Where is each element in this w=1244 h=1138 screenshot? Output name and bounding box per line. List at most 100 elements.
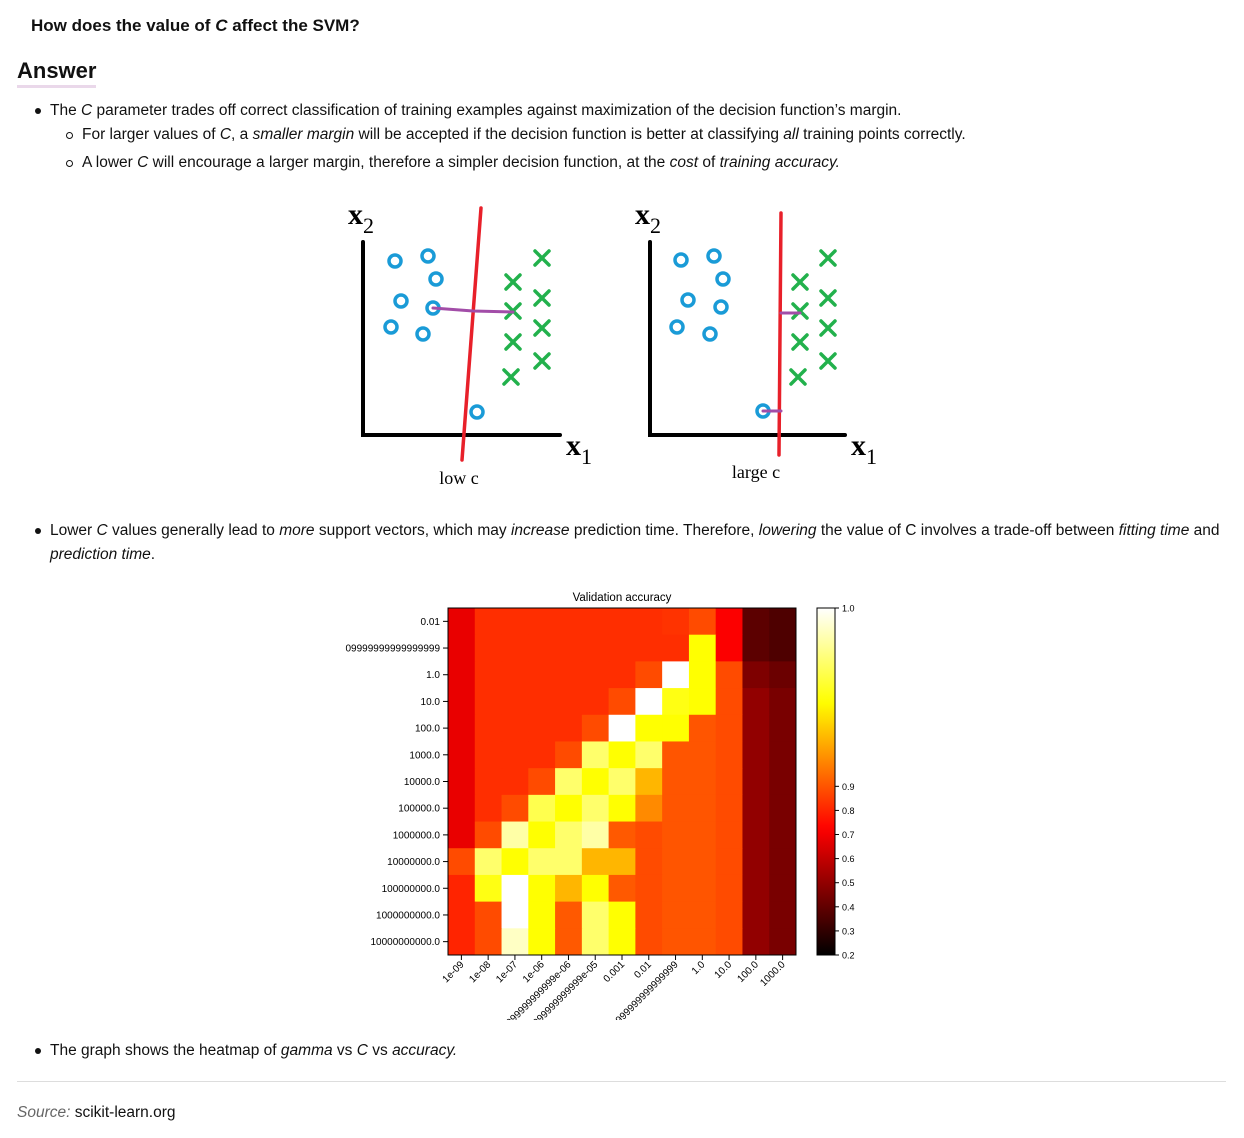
text-run: of <box>698 154 720 171</box>
text-run: and <box>1189 522 1220 539</box>
heat-cell <box>688 794 717 823</box>
heat-cell <box>581 928 610 956</box>
bullet <box>35 528 41 534</box>
heat-cell <box>769 634 797 662</box>
heat-cell <box>581 661 610 689</box>
heat-cell <box>474 661 503 689</box>
colorbar-tick-label: 1.0 <box>842 604 855 614</box>
heat-cell <box>742 848 770 876</box>
heat-cell <box>742 928 770 956</box>
heat-cell <box>448 821 476 849</box>
text-run: cost <box>669 154 699 171</box>
heat-cell <box>769 714 797 742</box>
heat-cell <box>474 901 503 929</box>
heat-cell <box>742 608 770 636</box>
heat-cell <box>635 768 663 796</box>
heat-cell <box>608 661 636 689</box>
heat-cell <box>555 928 583 956</box>
caption: large c <box>732 462 780 482</box>
heat-cell <box>715 874 743 903</box>
sub-bullet <box>66 132 73 139</box>
text-run: the value of C involves a trade-off betw… <box>816 522 1119 539</box>
colorbar-tick-label: 0.6 <box>842 854 855 864</box>
text-run: scikit-learn.org <box>70 1104 176 1121</box>
text-run: The graph shows the heatmap of <box>50 1042 281 1059</box>
heat-cell <box>688 768 717 796</box>
sub-bullet <box>66 160 73 167</box>
x-tick-label: 1e-08 <box>467 959 493 985</box>
heat-cell <box>448 848 476 876</box>
text-run: C <box>215 16 228 35</box>
heat-cell <box>742 634 770 662</box>
heat-cell <box>688 688 717 716</box>
heat-cell <box>769 608 797 636</box>
heat-cell <box>715 741 743 769</box>
heat-cell <box>715 608 743 636</box>
heat-cell <box>448 661 476 689</box>
heat-cell <box>769 874 797 903</box>
text-run: will encourage a larger margin, therefor… <box>148 154 670 171</box>
y-tick-label: 0.01 <box>421 617 441 628</box>
x-tick-label: 1.0 <box>690 959 708 977</box>
heat-cell <box>581 874 610 903</box>
heat-cell <box>448 688 476 716</box>
heat-cell <box>448 794 476 823</box>
y-tick-label: 1000000000.0 <box>376 910 440 921</box>
axis-label-sub: 2 <box>650 213 661 238</box>
heat-cell <box>581 821 610 849</box>
text-run: For larger values of <box>82 126 220 143</box>
heat-cell <box>474 741 503 769</box>
heat-cell <box>448 928 476 956</box>
heat-cell <box>474 608 503 636</box>
y-tick-label: 10000000000.0 <box>370 937 440 948</box>
axis-label-base: x <box>566 429 581 462</box>
text-run: prediction time. Therefore, <box>569 522 759 539</box>
text-run: fitting time <box>1118 522 1190 539</box>
heat-cell <box>662 661 690 689</box>
heat-cell <box>448 714 476 742</box>
heat-cell <box>448 634 476 662</box>
axis-label-base: x <box>635 198 650 231</box>
axis-label-sub: 1 <box>866 444 877 469</box>
text-run: lowering <box>758 522 817 539</box>
x-tick-label: 1e-07 <box>494 959 520 985</box>
heat-cell <box>635 608 663 636</box>
heat-cell <box>635 901 663 929</box>
heat-cell <box>662 874 690 903</box>
heat-cell <box>742 794 770 823</box>
heat-cell <box>662 848 690 876</box>
heat-cell <box>742 821 770 849</box>
heat-cell <box>635 928 663 956</box>
heat-cell <box>688 874 717 903</box>
heat-cell <box>555 661 583 689</box>
heat-cell <box>501 768 529 796</box>
heat-cell <box>448 874 476 903</box>
heat-cell <box>501 901 529 929</box>
axis-label: x2 <box>635 198 661 238</box>
axis-label-sub: 1 <box>581 444 592 469</box>
text-run: more <box>279 522 315 539</box>
heat-cell <box>448 768 476 796</box>
heat-cell <box>474 821 503 849</box>
heat-cell <box>769 901 797 929</box>
text-run: , a <box>231 126 253 143</box>
y-tick-label: 10000000.0 <box>387 857 440 868</box>
source: Source: scikit-learn.org <box>17 1101 176 1125</box>
colorbar-tick-label: 0.3 <box>842 926 855 936</box>
heat-cell <box>555 741 583 769</box>
text-run: training points correctly. <box>798 126 966 143</box>
margin-line <box>761 311 802 413</box>
heat-cell <box>474 688 503 716</box>
heat-cell <box>635 874 663 903</box>
heat-cell <box>769 661 797 689</box>
heat-cell <box>528 821 556 849</box>
heat-cell <box>501 661 529 689</box>
heat-cell <box>688 741 717 769</box>
heat-cell <box>688 821 717 849</box>
text-run: Lower <box>50 522 97 539</box>
heat-cell <box>715 928 743 956</box>
colorbar-tick-label: 0.7 <box>842 830 855 840</box>
heat-cell <box>715 821 743 849</box>
heat-cell <box>581 794 610 823</box>
heat-cell <box>528 714 556 742</box>
